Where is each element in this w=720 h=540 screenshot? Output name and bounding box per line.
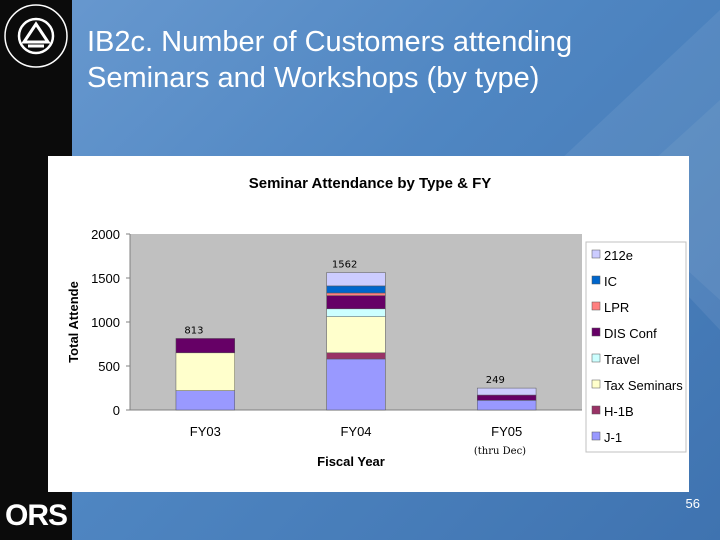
bar-segment-212e bbox=[326, 272, 386, 287]
y-tick-label: 500 bbox=[98, 359, 120, 374]
legend-item-label: Travel bbox=[604, 352, 640, 367]
y-tick-label: 1500 bbox=[91, 271, 120, 286]
plot-layer: 0 500 1000 1500 2000 813 FY03 1562 FY04 249 FY05 bbox=[91, 227, 537, 439]
legend-swatch bbox=[591, 405, 601, 415]
x-axis-label: Fiscal Year bbox=[317, 454, 385, 469]
chart-title: Seminar Attendance by Type & FY bbox=[249, 175, 492, 192]
legend-box bbox=[585, 241, 687, 453]
bar-segment-212e bbox=[477, 387, 537, 396]
legend-item-label: IC bbox=[604, 274, 617, 289]
legend-item-label: Tax Seminars bbox=[604, 378, 683, 393]
bar-segment-j-1 bbox=[477, 400, 537, 411]
bar-segment-dis-conf bbox=[326, 295, 386, 310]
y-tick-label: 2000 bbox=[91, 227, 120, 242]
legend-item-label: J-1 bbox=[604, 430, 622, 445]
legend-item-label: 212e bbox=[604, 248, 633, 263]
legend-item-label: DIS Conf bbox=[604, 326, 657, 341]
bar-total-label: 249 bbox=[486, 375, 505, 386]
bar-segment-dis-conf bbox=[477, 394, 537, 401]
bar-segment-tax-seminars bbox=[175, 352, 235, 391]
legend-swatch bbox=[591, 275, 601, 285]
bar-segment-h-1b bbox=[326, 352, 386, 360]
bar-total-label: 1562 bbox=[332, 260, 357, 271]
nih-seal-icon bbox=[4, 4, 68, 68]
x-tick-label: FY05 bbox=[491, 424, 522, 439]
bar-segment-j-1 bbox=[326, 358, 386, 411]
legend-swatch bbox=[591, 353, 601, 363]
legend-swatch bbox=[591, 379, 601, 389]
x-tick-label: FY03 bbox=[190, 424, 221, 439]
legend-swatch bbox=[591, 301, 601, 311]
chart-panel: Seminar Attendance by Type & FY Total At… bbox=[48, 156, 689, 492]
bar-segment-j-1 bbox=[175, 390, 235, 411]
slide-number: 56 bbox=[685, 496, 700, 511]
legend-item-label: LPR bbox=[604, 300, 629, 315]
bar-segment-tax-seminars bbox=[326, 316, 386, 354]
bar-segment-lpr bbox=[326, 292, 386, 296]
legend: 212e IC LPR DIS Conf Travel Tax Seminars H-1B J… bbox=[591, 248, 683, 445]
slide-title-line2: Seminars and Workshops (by type) bbox=[87, 62, 540, 94]
legend-swatch bbox=[591, 249, 601, 259]
ors-logo: ORS bbox=[4, 499, 68, 532]
bar-total-label: 813 bbox=[184, 325, 203, 336]
stacked-bar-chart: Seminar Attendance by Type & FY Total At… bbox=[66, 175, 687, 469]
bar-segment-dis-conf bbox=[175, 338, 235, 354]
y-axis-label: Total Attende bbox=[66, 281, 81, 363]
y-tick-label: 0 bbox=[113, 403, 120, 418]
bar-segment-travel bbox=[326, 308, 386, 317]
legend-swatch bbox=[591, 327, 601, 337]
legend-item-label: H-1B bbox=[604, 404, 634, 419]
legend-swatch bbox=[591, 431, 601, 441]
category-note: (thru Dec) bbox=[474, 446, 526, 457]
slide-title-line1: IB2c. Number of Customers attending bbox=[87, 26, 573, 58]
bar-segment-ic bbox=[326, 285, 386, 294]
slide-title: IB2c. Number of Customers attending Semi… bbox=[87, 24, 707, 96]
x-tick-label: FY04 bbox=[340, 424, 371, 439]
y-tick-label: 1000 bbox=[91, 315, 120, 330]
